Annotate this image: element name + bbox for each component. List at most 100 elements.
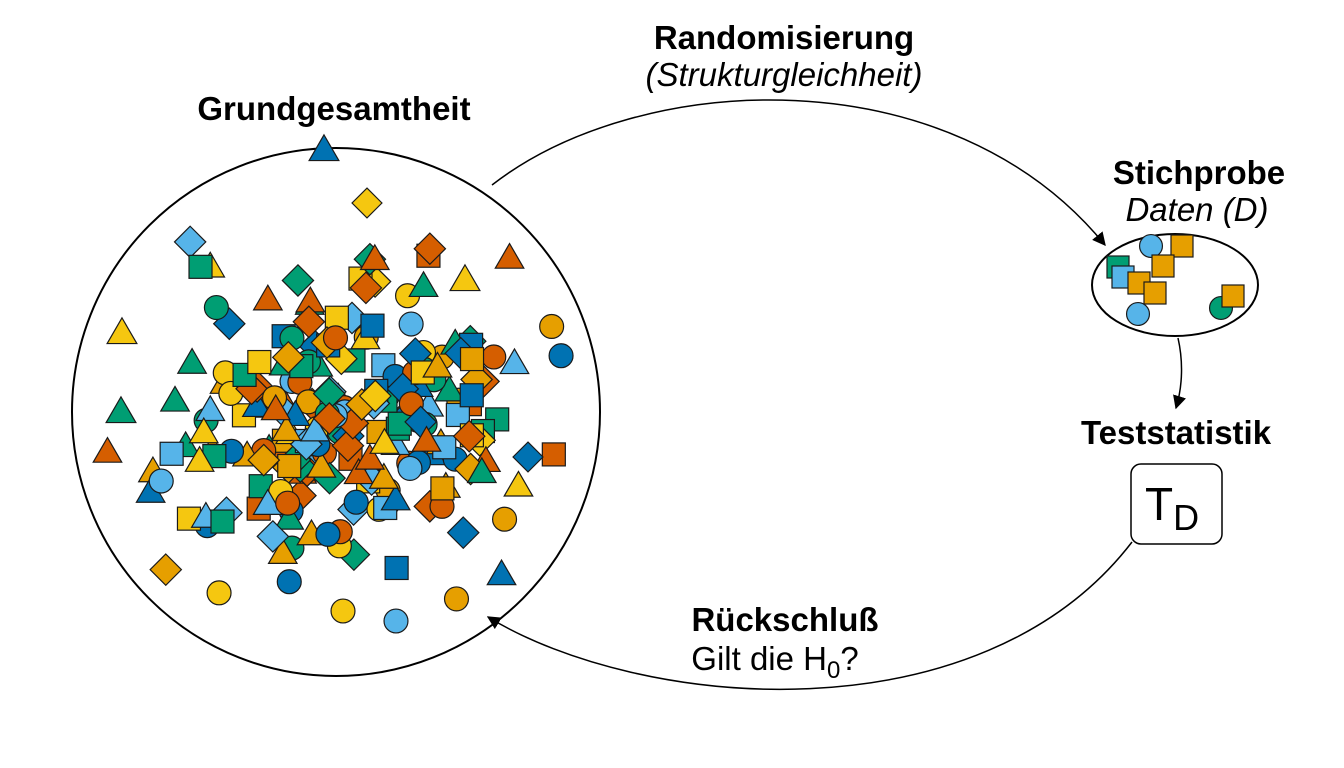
triangle-marker — [503, 470, 534, 497]
triangle-marker — [194, 394, 226, 422]
circle-marker — [148, 468, 174, 494]
randomization-title: Randomisierung — [654, 19, 914, 56]
randomization-arrow — [491, 99, 1106, 247]
triangle-marker — [273, 503, 305, 530]
diamond-marker — [446, 516, 480, 550]
circle-marker — [443, 586, 470, 612]
diamond-marker — [351, 187, 383, 219]
diamond-marker — [452, 419, 486, 453]
triangle-marker — [368, 462, 400, 489]
triangle-marker — [422, 351, 453, 378]
circle-marker — [397, 455, 423, 481]
diamond-marker — [349, 271, 383, 305]
triangle-marker — [184, 445, 215, 472]
diamond-marker — [149, 553, 183, 587]
diamond-marker — [331, 429, 365, 463]
triangle-marker — [260, 393, 292, 421]
circle-marker — [481, 344, 507, 370]
square-marker — [1221, 284, 1245, 308]
square-marker — [459, 346, 485, 372]
triangle-marker — [380, 483, 411, 511]
circle-marker — [275, 490, 301, 516]
triangle-marker — [176, 347, 208, 374]
triangle-marker — [159, 385, 191, 412]
circle-marker — [548, 343, 574, 369]
inference-question: Gilt die H0? — [691, 640, 858, 684]
square-marker — [188, 254, 213, 279]
triangle-marker — [188, 416, 220, 444]
square-marker — [360, 313, 385, 338]
inference-question-subscript: 0 — [827, 657, 840, 684]
square-marker — [247, 349, 272, 375]
square-marker — [459, 383, 484, 408]
sample-title: Stichprobe — [1113, 154, 1285, 191]
circle-marker — [322, 325, 349, 351]
triangle-marker — [308, 133, 340, 162]
triangle-marker — [105, 395, 137, 424]
statistic-subscript: D — [1173, 497, 1199, 538]
diamond-marker — [512, 441, 544, 473]
diamond-marker — [358, 379, 392, 413]
population-shapes — [92, 133, 574, 634]
diamond-marker — [256, 519, 290, 553]
triangle-marker — [271, 414, 302, 442]
inference-title: Rückschluß — [691, 601, 878, 638]
diamond-marker — [281, 263, 315, 297]
circle-marker — [491, 506, 518, 532]
triangle-marker — [494, 242, 525, 269]
triangle-marker — [252, 488, 284, 515]
statistic-title: Teststatistik — [1081, 414, 1272, 451]
triangle-marker — [411, 425, 442, 452]
circle-marker — [343, 489, 369, 515]
circle-marker — [315, 521, 341, 547]
triangle-marker — [92, 436, 123, 463]
inference-arrow — [486, 541, 1133, 691]
circle-marker — [203, 294, 229, 321]
diamond-marker — [247, 443, 281, 477]
triangle-marker — [408, 270, 439, 298]
square-marker — [384, 555, 409, 581]
statistic-box — [1130, 463, 1223, 545]
triangle-marker — [449, 263, 481, 292]
triangle-marker — [359, 243, 391, 271]
sample-ellipse — [1091, 233, 1259, 337]
randomization-subtitle: (Strukturgleichheit) — [646, 56, 923, 93]
diamond-marker — [413, 232, 447, 266]
square-marker — [159, 441, 184, 466]
triangle-marker — [299, 415, 331, 442]
circle-marker — [539, 313, 565, 340]
sample-to-statistic-arrow — [1173, 337, 1186, 410]
triangle-marker — [369, 427, 400, 454]
square-marker — [445, 402, 470, 428]
triangle-marker — [252, 284, 284, 311]
circle-marker — [276, 569, 302, 595]
triangle-marker — [306, 451, 337, 478]
circle-marker — [383, 608, 409, 634]
circle-marker — [330, 598, 356, 624]
triangle-marker — [343, 457, 374, 485]
triangle-marker — [466, 456, 498, 484]
circle-marker — [206, 580, 232, 606]
diamond-marker — [292, 305, 326, 339]
triangle-marker — [106, 316, 138, 345]
population-circle — [71, 147, 601, 677]
square-marker — [541, 442, 566, 467]
diamond-marker — [271, 340, 305, 374]
square-marker — [1151, 254, 1175, 278]
diamond-marker — [173, 225, 207, 259]
triangle-marker — [354, 443, 386, 470]
square-marker — [1170, 234, 1194, 258]
triangle-marker — [499, 347, 530, 375]
circle-marker — [398, 311, 424, 337]
population-title: Grundgesamtheit — [197, 90, 470, 127]
triangle-marker — [486, 558, 517, 586]
circle-marker — [1125, 301, 1151, 327]
square-marker — [210, 509, 235, 534]
sample-subtitle: Daten (D) — [1125, 191, 1268, 228]
square-marker — [430, 476, 455, 501]
square-marker — [277, 453, 302, 479]
square-marker — [1143, 281, 1167, 305]
sample-shapes — [1106, 233, 1245, 327]
statistic-symbol: TD — [1145, 478, 1199, 538]
